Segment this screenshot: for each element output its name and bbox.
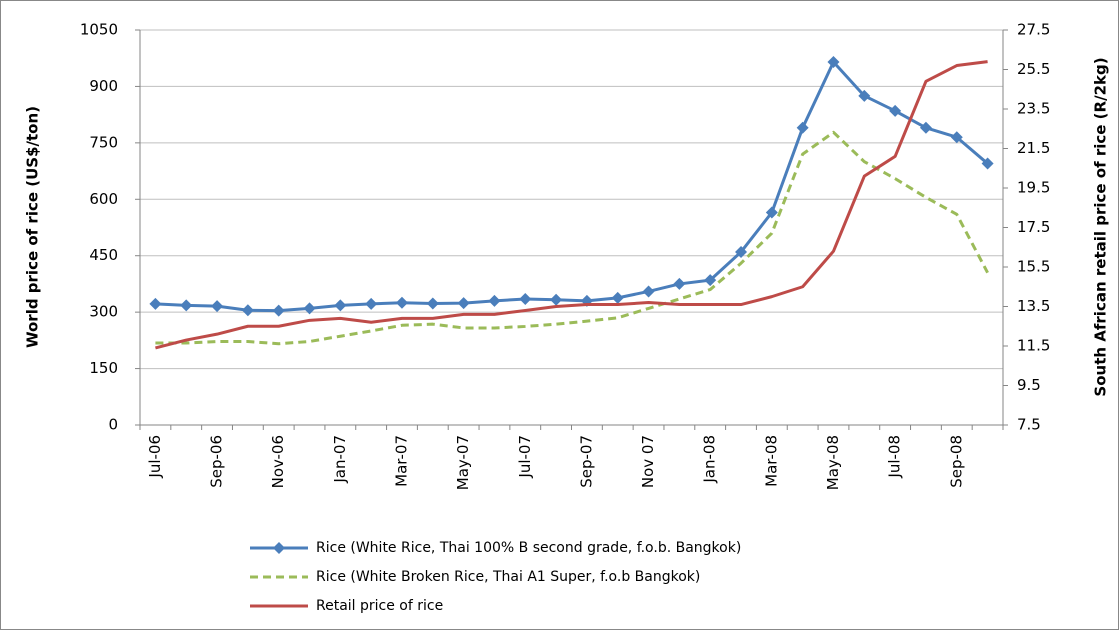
y2-tick-label: 13.5 (1017, 297, 1050, 315)
data-point (334, 299, 347, 312)
data-point (365, 297, 378, 310)
y2-tick-label: 17.5 (1017, 218, 1050, 236)
x-tick-label: Sep-06 (208, 435, 226, 488)
y-tick-label: 450 (89, 246, 118, 264)
x-tick-label: Jul-08 (886, 435, 904, 479)
y-tick-label: 150 (89, 359, 118, 377)
data-point (611, 291, 624, 304)
legend-label: Rice (White Broken Rice, Thai A1 Super, … (316, 569, 700, 585)
y2-tick-label: 15.5 (1017, 258, 1050, 276)
data-point (704, 274, 717, 287)
x-tick-label: Jan-08 (701, 435, 719, 484)
data-point (149, 297, 162, 310)
y2-tick-label: 27.5 (1017, 21, 1050, 39)
data-point (735, 245, 748, 258)
data-point (488, 294, 501, 307)
x-tick-label: May-07 (454, 435, 472, 490)
y-tick-label: 0 (108, 416, 118, 434)
data-point (519, 292, 532, 305)
data-point (919, 121, 932, 134)
x-tick-label: Jul-06 (146, 435, 164, 479)
y-tick-label: 600 (89, 190, 118, 208)
data-point (272, 304, 285, 317)
y2-tick-label: 23.5 (1017, 100, 1050, 118)
data-point (642, 285, 655, 298)
y2-axis-title: South African retail price of rice (R/2k… (1092, 57, 1110, 396)
legend-label: Rice (White Rice, Thai 100% B second gra… (316, 540, 741, 556)
y2-tick-label: 9.5 (1017, 376, 1041, 394)
y2-tick-label: 25.5 (1017, 60, 1050, 78)
data-point (889, 104, 902, 117)
data-point (180, 299, 193, 312)
series-line (155, 60, 989, 313)
x-tick-label: Jul-07 (516, 435, 534, 479)
series-line (155, 130, 989, 346)
data-point (765, 206, 778, 219)
data-point (858, 89, 871, 102)
data-point (426, 297, 439, 310)
y-tick-label: 750 (89, 133, 118, 151)
y2-tick-label: 19.5 (1017, 179, 1050, 197)
data-point (673, 277, 686, 290)
y-tick-label: 1050 (80, 21, 118, 39)
data-point (981, 157, 994, 170)
x-tick-label: Sep-08 (947, 435, 965, 488)
x-tick-label: Nov-06 (269, 435, 287, 488)
series-line (155, 60, 988, 350)
x-tick-label: Sep-07 (577, 435, 595, 488)
data-point (827, 55, 840, 68)
y-tick-label: 300 (89, 303, 118, 321)
y2-tick-label: 21.5 (1017, 139, 1050, 157)
data-point (303, 302, 316, 315)
y-axis-title: World price of rice (US$/ton) (24, 106, 42, 348)
data-point (395, 296, 408, 309)
data-point (211, 300, 224, 313)
x-tick-label: Nov 07 (639, 435, 657, 488)
x-tick-label: May-08 (824, 435, 842, 490)
y2-tick-label: 7.5 (1017, 416, 1041, 434)
y2-tick-label: 11.5 (1017, 337, 1050, 355)
x-tick-label: Jan-07 (331, 435, 349, 484)
data-point (550, 293, 563, 306)
legend-label: Retail price of rice (316, 598, 443, 614)
data-point (241, 304, 254, 317)
legend-marker (273, 542, 285, 554)
y-tick-label: 900 (89, 77, 118, 95)
data-point (796, 121, 809, 134)
data-point (457, 297, 470, 310)
x-tick-label: Mar-07 (392, 435, 410, 487)
x-tick-label: Mar-08 (762, 435, 780, 487)
data-point (950, 131, 963, 144)
